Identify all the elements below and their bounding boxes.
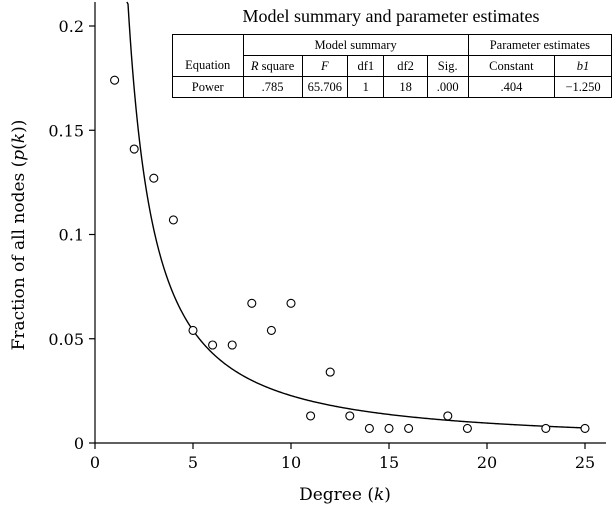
data-point [306,411,316,421]
y-tick-label: 0 [74,434,84,453]
model-summary-panel: Model summary and parameter estimates Mo… [170,4,613,100]
model-summary-table: Model summary Parameter estimates Equati… [172,34,613,98]
header-r-square: R square [242,55,303,77]
header-equation: Equation [172,55,244,77]
table-header-group-row: Model summary Parameter estimates [172,34,613,56]
fit-curve-layer [126,1,586,429]
data-point [286,298,296,308]
tick-labels-layer: 0 5 10 15 20 25 0 0.05 0.1 0.15 0.2 [48,17,595,472]
group-parameter-estimates: Parameter estimates [467,34,613,56]
data-point [462,423,472,433]
data-point [364,423,374,433]
y-tick-label: 0.1 [59,226,84,245]
table-header-row: Equation R square F df1 df2 Sig. Constan… [172,55,612,77]
table-row: Power .785 65.706 1 18 .000 .404 −1.250 [172,76,612,98]
cell-df1: 1 [347,76,385,98]
header-b1: b1 [554,55,612,77]
x-tick-label: 25 [575,453,595,472]
data-point [384,423,394,433]
power-fit-curve [126,1,586,429]
header-constant: Constant [467,55,556,77]
cell-f: 65.706 [301,76,349,98]
data-point [404,423,414,433]
cell-df2: 18 [383,76,428,98]
x-tick-label: 20 [477,453,497,472]
data-point [247,298,257,308]
data-point [168,215,178,225]
x-tick-label: 5 [188,453,198,472]
data-point [345,411,355,421]
x-axis-title: Degree (k) [299,485,391,505]
x-tick-label: 0 [90,453,100,472]
header-sig: Sig. [426,55,469,77]
y-axis-title: Fraction of all nodes (p(k)) [9,120,29,351]
data-point [110,75,120,85]
data-point [580,423,590,433]
group-model-summary: Model summary [242,34,469,56]
data-point [443,411,453,421]
model-summary-title: Model summary and parameter estimates [242,6,540,26]
y-tick-label: 0.15 [48,121,84,140]
data-point [129,144,139,154]
y-tick-label: 0.05 [48,330,84,349]
x-tick-label: 15 [379,453,399,472]
data-points-layer [110,75,590,433]
cell-sig: .000 [426,76,469,98]
data-point [541,423,551,433]
data-point [208,340,218,350]
data-point [266,325,276,335]
table-empty-cell [172,34,244,56]
data-point [188,325,198,335]
cell-equation: Power [172,76,244,98]
data-point [149,173,159,183]
header-df2: df2 [383,55,428,77]
header-f: F [301,55,349,77]
axes [89,2,606,449]
cell-b1: −1.250 [554,76,612,98]
data-point [325,367,335,377]
cell-constant: .404 [467,76,556,98]
header-df1: df1 [347,55,385,77]
x-tick-label: 10 [281,453,301,472]
y-tick-label: 0.2 [59,17,84,36]
data-point [227,340,237,350]
cell-r-square: .785 [242,76,303,98]
